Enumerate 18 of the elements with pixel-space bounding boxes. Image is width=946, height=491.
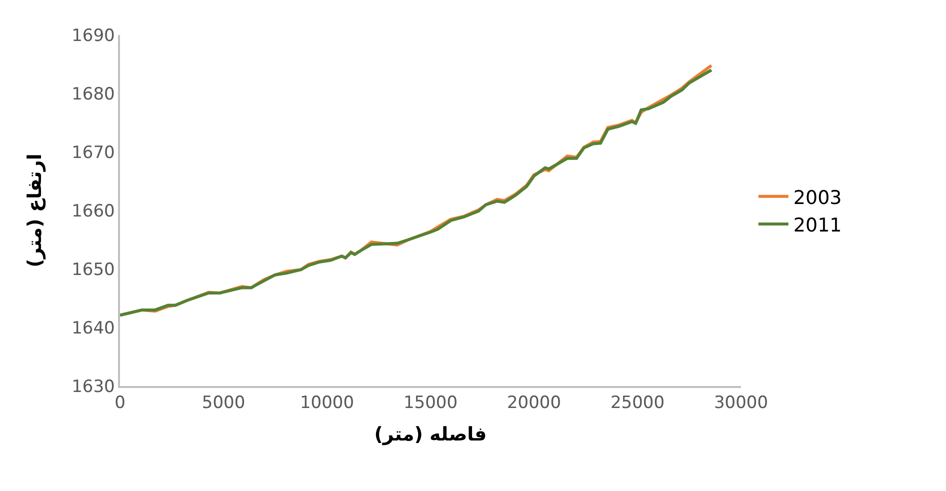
y-tick-label: 1650 bbox=[72, 260, 115, 280]
x-tick-label: 25000 bbox=[610, 393, 665, 414]
x-tick-label: 5000 bbox=[202, 393, 246, 414]
y-tick-label: 1670 bbox=[72, 142, 115, 163]
y-axis-title: ارتفاع (متر) bbox=[24, 154, 46, 268]
x-tick-label: 30000 bbox=[714, 393, 768, 414]
legend-label: 2011 bbox=[793, 214, 842, 236]
y-tick-label: 1660 bbox=[72, 201, 115, 222]
x-tick-label: 0 bbox=[114, 393, 126, 414]
y-tick-label: 1690 bbox=[72, 26, 115, 46]
legend-label: 2003 bbox=[793, 186, 842, 209]
x-axis-title: فاصله (متر) bbox=[374, 423, 487, 446]
x-tick-label: 20000 bbox=[506, 393, 562, 414]
y-tick-label: 1630 bbox=[72, 376, 115, 397]
x-tick-label: 15000 bbox=[403, 393, 458, 414]
y-tick-label: 1680 bbox=[72, 84, 115, 104]
x-tick-label: 10000 bbox=[300, 393, 354, 414]
y-tick-label: 1640 bbox=[72, 318, 115, 338]
